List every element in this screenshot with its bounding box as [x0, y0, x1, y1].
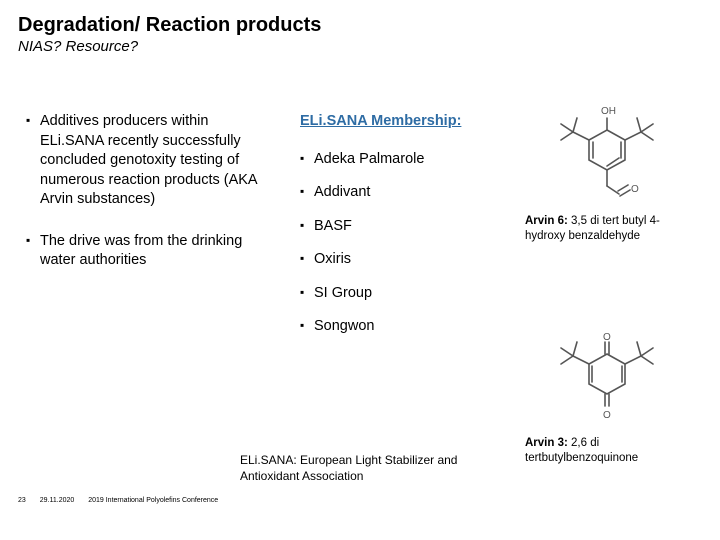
- left-column: Additives producers within ELi.SANA rece…: [26, 112, 266, 293]
- list-item: Oxiris: [300, 250, 490, 270]
- svg-text:O: O: [631, 184, 639, 195]
- bullet-item: The drive was from the drinking water au…: [26, 232, 266, 271]
- list-item: Adeka Palmarole: [300, 150, 490, 170]
- membership-column: ELi.SANA Membership: Adeka Palmarole Add…: [300, 112, 490, 351]
- molecule-structure-icon: OH O: [525, 100, 690, 210]
- membership-heading: ELi.SANA Membership:: [300, 112, 490, 132]
- molecule-caption: Arvin 6: 3,5 di tert butyl 4-hydroxy ben…: [525, 214, 690, 244]
- page-subtitle: NIAS? Resource?: [18, 38, 138, 55]
- list-item: SI Group: [300, 284, 490, 304]
- page-number: 23: [18, 497, 26, 504]
- list-item: Addivant: [300, 183, 490, 203]
- page-title: Degradation/ Reaction products: [18, 14, 321, 37]
- footer-date: 29.11.2020: [40, 497, 75, 504]
- molecule-structure-icon: O O: [525, 328, 690, 433]
- list-item: Songwon: [300, 317, 490, 337]
- footer: 23 29.11.2020 2019 International Polyole…: [18, 497, 230, 504]
- footer-conference: 2019 International Polyolefins Conferenc…: [88, 497, 218, 504]
- membership-list: Adeka Palmarole Addivant BASF Oxiris SI …: [300, 150, 490, 337]
- svg-text:O: O: [603, 332, 611, 343]
- list-item: BASF: [300, 217, 490, 237]
- molecule-name-bold: Arvin 3:: [525, 437, 568, 449]
- bullet-item: Additives producers within ELi.SANA rece…: [26, 112, 266, 210]
- svg-text:O: O: [603, 410, 611, 421]
- molecule-name-bold: Arvin 6:: [525, 215, 568, 227]
- svg-text:OH: OH: [601, 106, 616, 117]
- footnote: ELi.SANA: European Light Stabilizer and …: [240, 452, 490, 484]
- molecule-caption: Arvin 3: 2,6 di tertbutylbenzoquinone: [525, 436, 690, 466]
